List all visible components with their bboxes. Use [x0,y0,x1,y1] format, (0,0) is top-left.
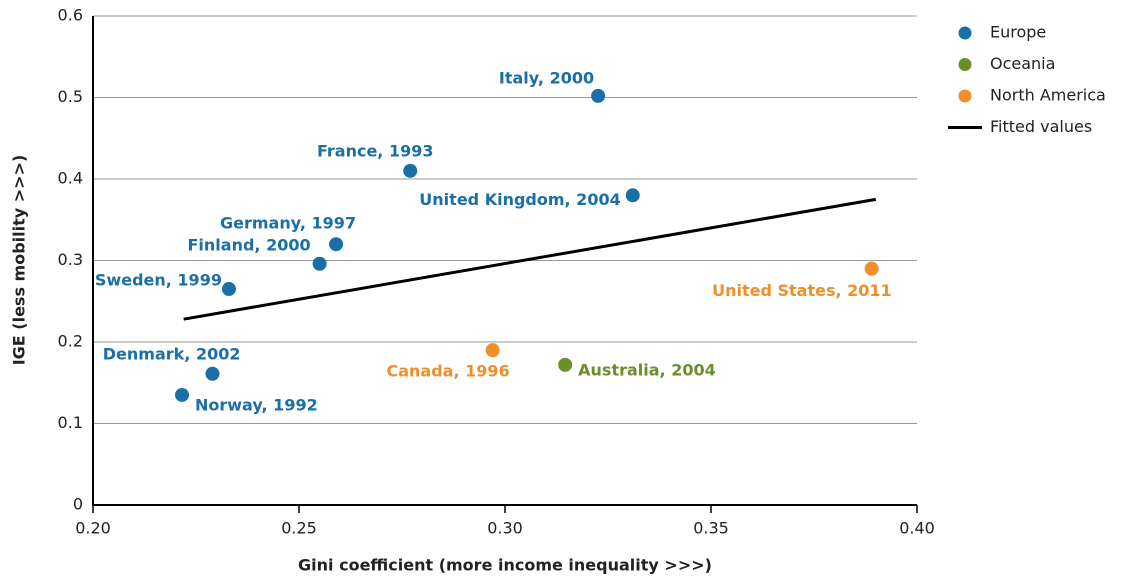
legend-label: Oceania [990,54,1055,73]
data-point [221,282,236,297]
legend-marker [958,89,972,103]
point-label: Finland, 2000 [187,235,310,254]
point-label: Sweden, 1999 [95,271,222,290]
legend-label: Fitted values [990,117,1092,136]
y-tick-label: 0.1 [58,413,83,432]
legend-label: North America [990,86,1106,105]
point-label: United States, 2011 [712,281,892,300]
data-point [403,163,418,178]
point-label: Germany, 1997 [220,214,356,233]
x-tick-label: 0.25 [281,519,317,538]
data-point [485,343,500,358]
data-point [864,261,879,276]
point-label: Australia, 2004 [578,360,716,379]
data-point [205,366,220,381]
legend-marker [958,26,972,40]
point-label: United Kingdom, 2004 [419,190,620,209]
point-label: Norway, 1992 [195,395,318,414]
x-tick-label: 0.30 [487,519,523,538]
point-label: France, 1993 [317,141,434,160]
x-axis-title: Gini coefficient (more income inequality… [298,556,712,575]
point-label: Italy, 2000 [499,68,594,87]
x-tick-label: 0.20 [75,519,111,538]
data-point [558,357,573,372]
y-axis-title: IGE (less mobility >>>) [10,155,29,366]
data-point [591,88,606,103]
y-tick-label: 0.3 [58,250,83,269]
point-label: Denmark, 2002 [103,344,241,363]
fitted-line [183,197,877,321]
legend-marker [958,58,972,71]
y-tick-label: 0.5 [58,87,83,106]
y-tick-label: 0.4 [58,169,83,188]
y-tick-label: 0.2 [58,332,83,351]
legend-label: Europe [990,23,1046,42]
x-tick-label: 0.40 [899,519,935,538]
x-tick-label: 0.35 [693,519,729,538]
data-point [174,387,189,402]
y-tick-label: 0.6 [58,6,83,25]
y-tick-label: 0 [73,495,83,514]
data-point [625,188,640,203]
data-point [312,256,327,271]
point-label: Canada, 1996 [386,362,509,381]
data-point [329,237,344,252]
